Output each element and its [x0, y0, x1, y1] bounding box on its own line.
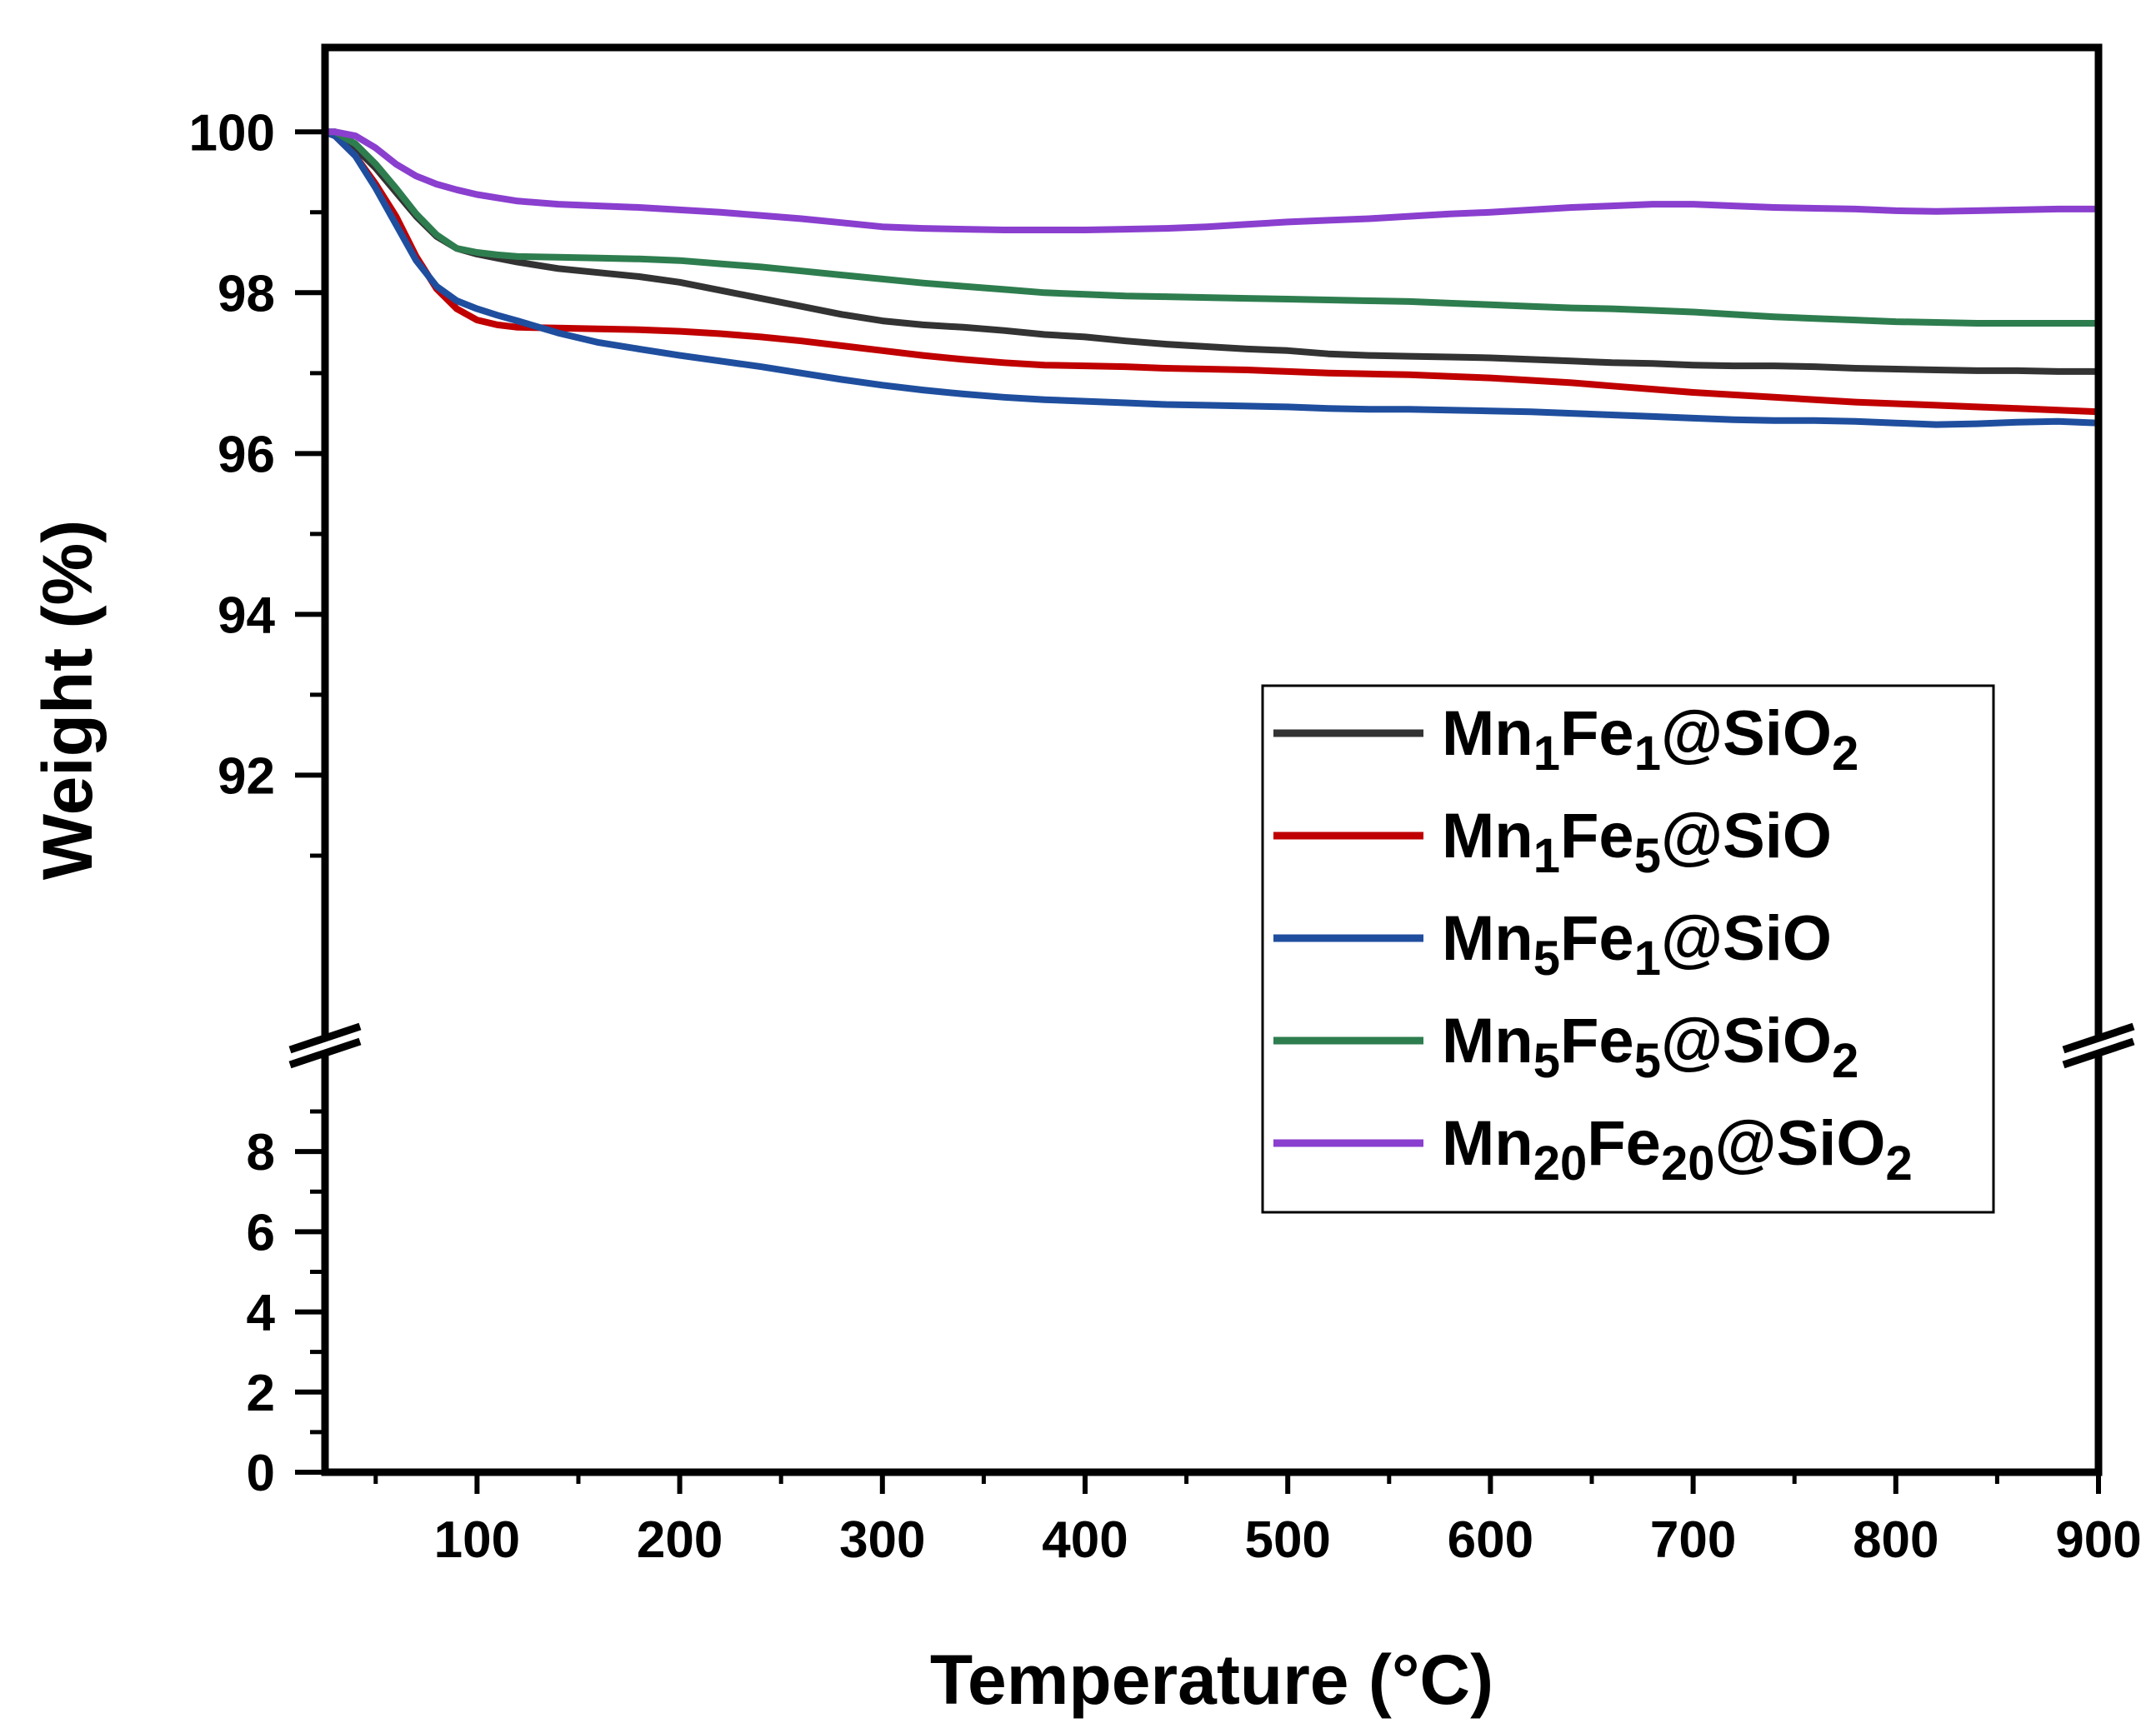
axis-break-slash — [2062, 1037, 2135, 1069]
y-tick-label: 0 — [247, 1445, 275, 1502]
x-tick-label: 200 — [637, 1511, 723, 1569]
series-line-5 — [322, 128, 2102, 233]
legend-label-4: Mn5Fe5@SiO2 — [1442, 1006, 1858, 1088]
legend-label-5: Mn20Fe20@SiO2 — [1442, 1108, 1913, 1191]
y-tick-label: 4 — [247, 1285, 276, 1342]
legend-label-1: Mn1Fe1@SiO2 — [1442, 698, 1858, 781]
x-tick-label: 400 — [1042, 1511, 1128, 1569]
x-tick-label: 800 — [1853, 1511, 1938, 1569]
y-tick-label: 98 — [218, 265, 275, 322]
legend-label-3: Mn5Fe1@SiO — [1442, 903, 1832, 986]
y-tick-label: 100 — [189, 104, 275, 162]
x-tick-label: 100 — [434, 1511, 520, 1569]
axis-break-slash — [288, 1022, 362, 1054]
legend-label-2: Mn1Fe5@SiO — [1442, 801, 1832, 883]
series-line-1 — [322, 128, 2102, 375]
y-axis-title: Weight (%) — [28, 520, 107, 880]
y-tick-label: 2 — [247, 1365, 275, 1422]
x-axis-title: Temperature (°C) — [930, 1641, 1493, 1719]
axis-break-marks — [288, 1022, 2135, 1069]
series-line-2 — [322, 128, 2102, 416]
x-tick-label: 900 — [2055, 1511, 2141, 1569]
axis-break-slash — [2062, 1022, 2135, 1054]
y-tick-label: 6 — [247, 1204, 275, 1261]
series-line-4 — [322, 128, 2102, 327]
y-tick-label: 92 — [218, 747, 275, 805]
legend-box — [1261, 684, 1995, 1214]
legend: Mn1Fe1@SiO2 Mn1Fe5@SiO Mn5Fe1@SiO Mn5Fe5@Si… — [1261, 684, 1995, 1214]
y-tick-label: 94 — [218, 587, 275, 644]
x-tick-label: 500 — [1244, 1511, 1330, 1569]
x-tick-label: 600 — [1448, 1511, 1533, 1569]
axes: 100 200 300 400 500 600 700 800 900 92 94 96 98 100 0 2… — [189, 104, 2142, 1569]
series-line-3 — [322, 128, 2102, 428]
plot-lines — [322, 128, 2102, 428]
plot-frame — [321, 43, 2103, 1476]
x-tick-label: 300 — [839, 1511, 925, 1569]
x-tick-label: 700 — [1650, 1511, 1736, 1569]
axis-break-slash — [288, 1037, 362, 1069]
y-tick-label: 96 — [218, 426, 275, 483]
y-tick-label: 8 — [247, 1124, 275, 1181]
